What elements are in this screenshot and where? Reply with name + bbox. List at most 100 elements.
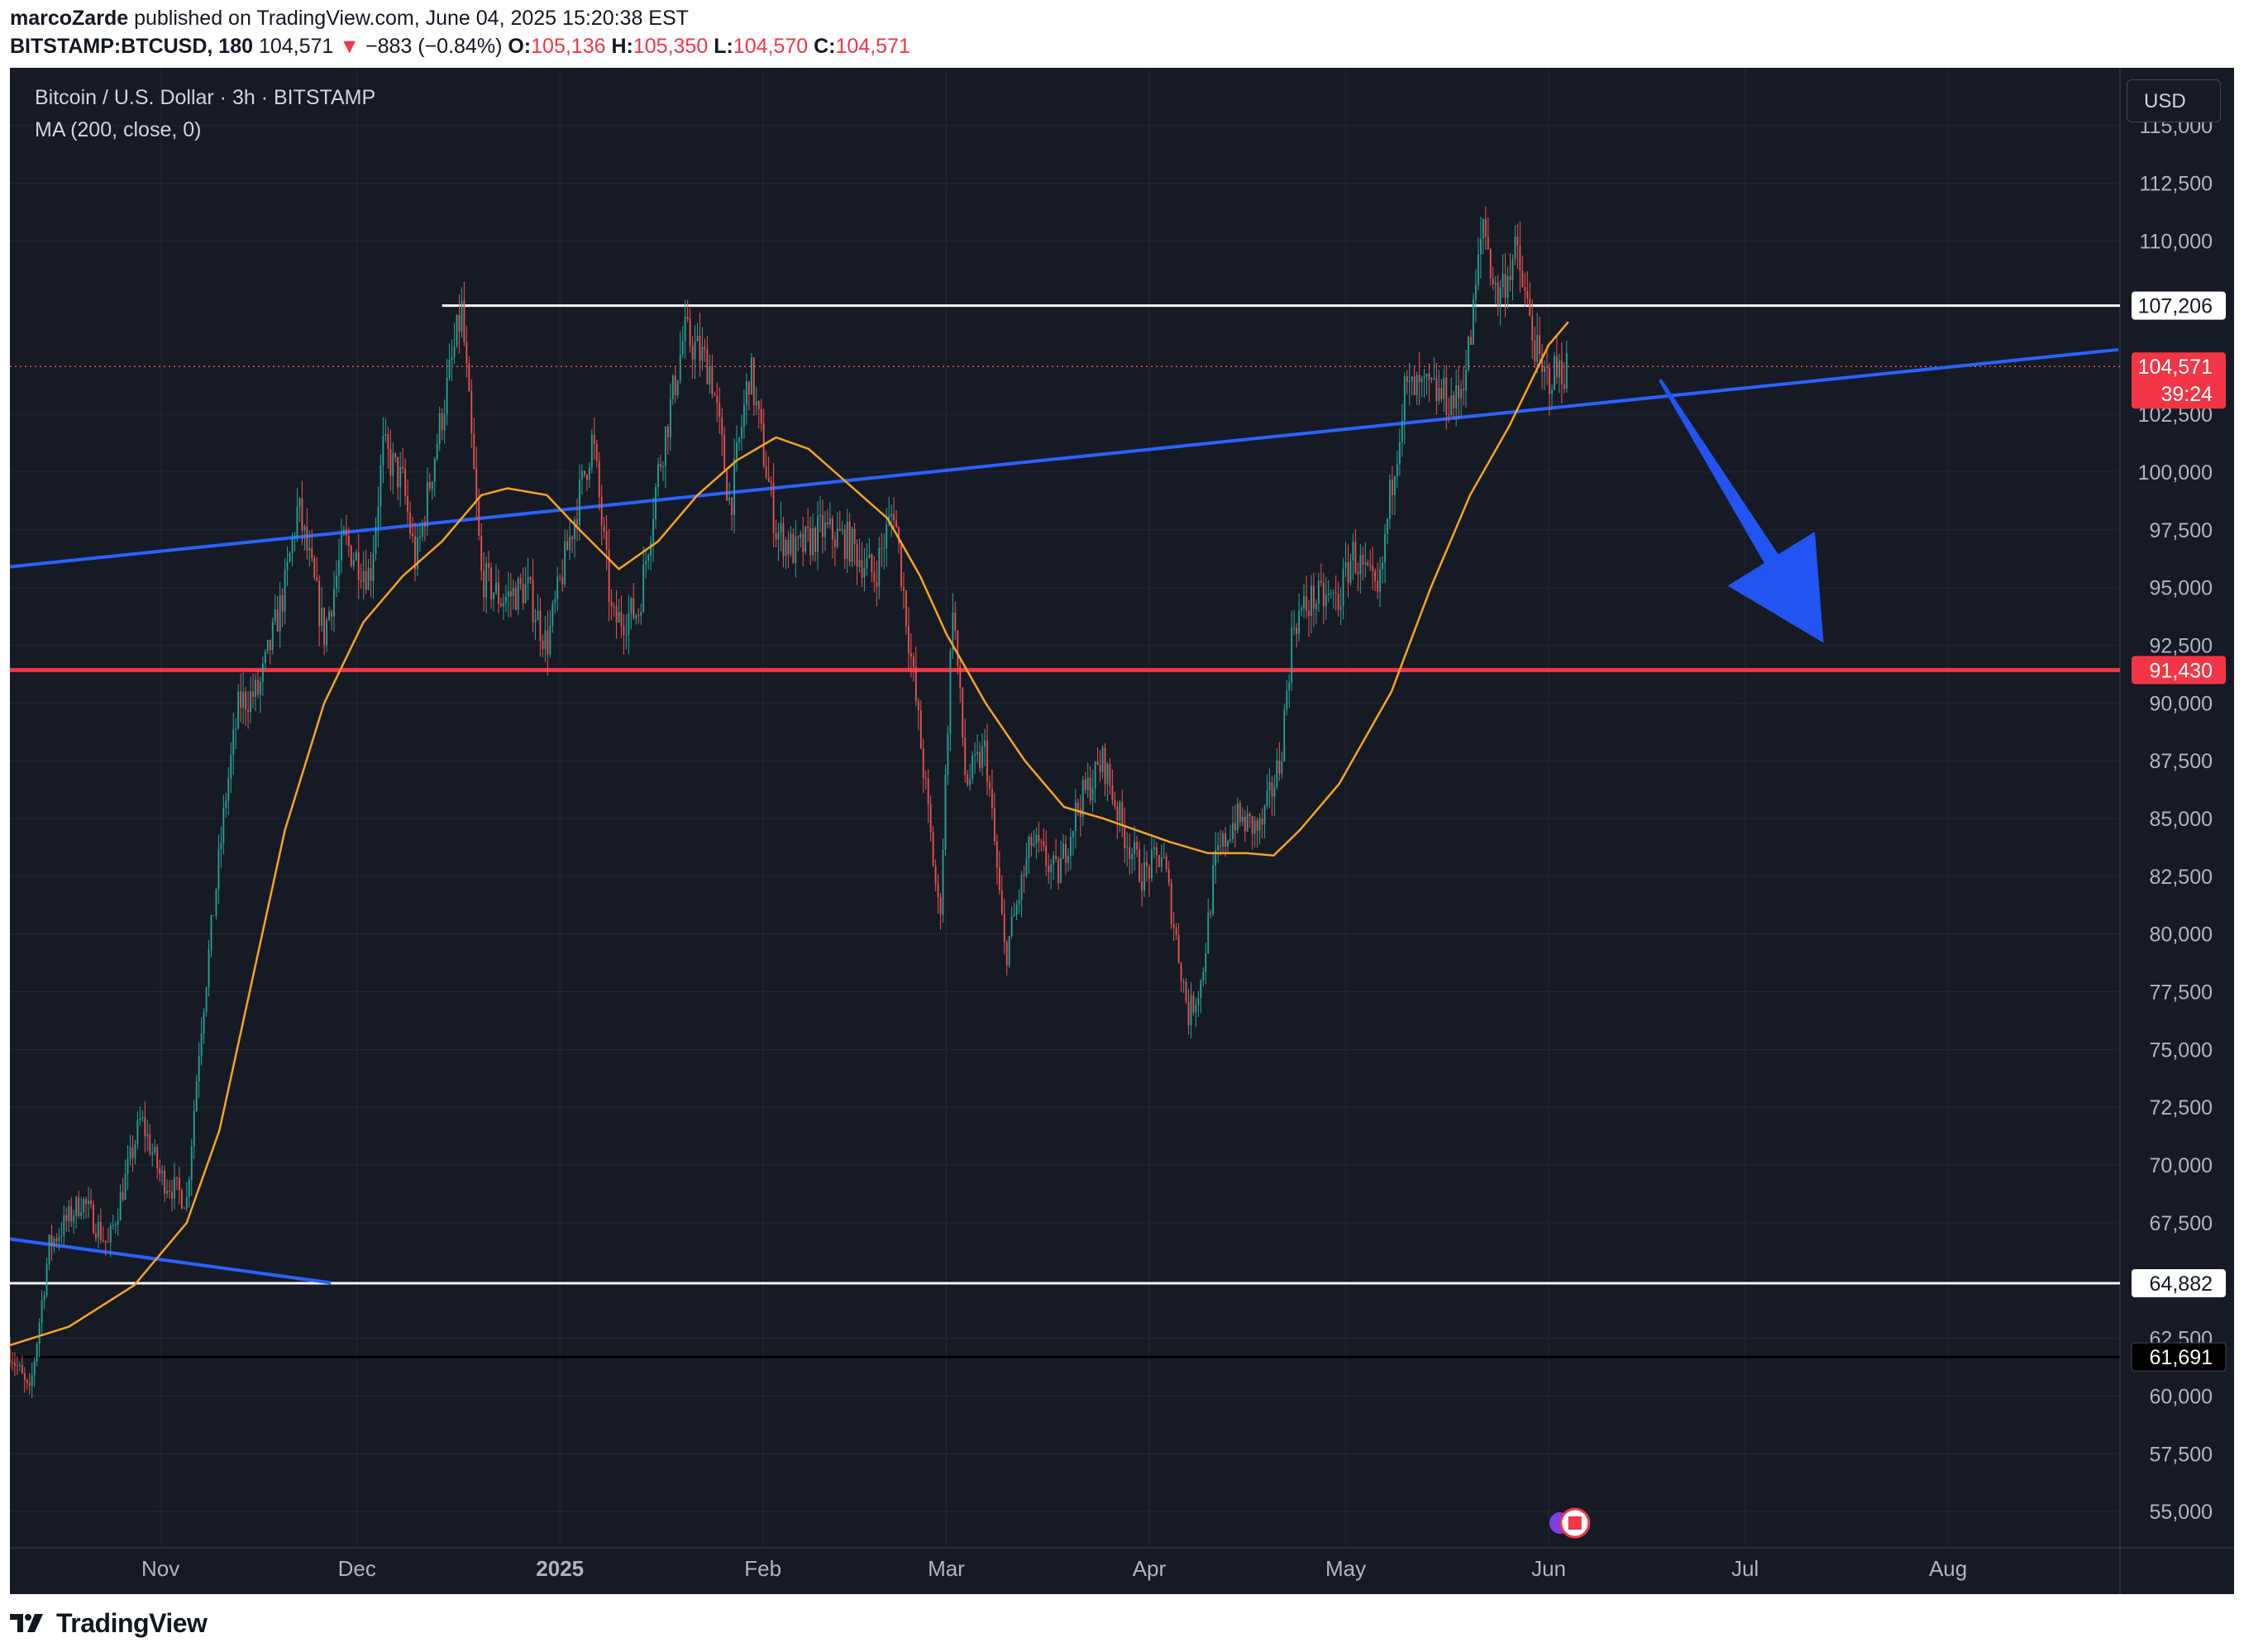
candle-body bbox=[1141, 881, 1143, 891]
candle-body bbox=[347, 535, 350, 547]
candle-body bbox=[979, 752, 981, 768]
candle-body bbox=[1430, 378, 1433, 380]
candle-body bbox=[1035, 834, 1038, 844]
candle-body bbox=[331, 611, 332, 617]
candle-body bbox=[1308, 610, 1310, 616]
candle-body bbox=[443, 413, 446, 431]
candle-body bbox=[1477, 254, 1479, 285]
time-tick-label: May bbox=[1325, 1556, 1366, 1581]
chart-pane[interactable]: 55,000 57,500 60,000 62,500 67,500 70,000 72,5… bbox=[10, 68, 2234, 1594]
ma-indicator-label[interactable]: MA (200, close, 0) bbox=[35, 118, 202, 141]
candle-body bbox=[141, 1117, 144, 1119]
time-tick-label: Feb bbox=[744, 1556, 781, 1581]
candle-body bbox=[422, 523, 423, 537]
candle-body bbox=[1349, 561, 1352, 583]
down-arrow-projection bbox=[1659, 379, 1824, 643]
candle-body bbox=[662, 466, 664, 467]
candle-body bbox=[1055, 855, 1058, 859]
candle-body bbox=[657, 464, 659, 487]
candle-body bbox=[1251, 816, 1253, 834]
candle-body bbox=[1339, 605, 1342, 610]
symbol-title[interactable]: Bitcoin / U.S. Dollar · 3h · BITSTAMP bbox=[35, 86, 376, 109]
candle-body bbox=[387, 433, 389, 449]
candle-body bbox=[215, 889, 217, 915]
time-tick-label: Jun bbox=[1531, 1556, 1566, 1581]
candle-body bbox=[647, 556, 650, 561]
candle-body bbox=[183, 1208, 185, 1210]
price-tick-label: 55,000 bbox=[2150, 1501, 2213, 1524]
candle-body bbox=[493, 593, 494, 599]
time-tick-label: Dec bbox=[338, 1556, 376, 1581]
currency-button[interactable]: USD bbox=[2127, 79, 2221, 122]
candle-body bbox=[1074, 802, 1077, 831]
author-name[interactable]: marcoZarde bbox=[10, 7, 129, 30]
candle-body bbox=[261, 663, 264, 682]
candle-body bbox=[1131, 853, 1134, 859]
candle-body bbox=[691, 346, 694, 360]
candle-body bbox=[605, 531, 608, 551]
candle-body bbox=[1354, 542, 1357, 573]
candle-body bbox=[1273, 787, 1276, 797]
candle-body bbox=[1040, 841, 1043, 843]
candle-body bbox=[53, 1238, 55, 1247]
candle-body bbox=[166, 1191, 168, 1194]
candle-body bbox=[522, 584, 524, 604]
candle-body bbox=[908, 626, 910, 654]
candle-body bbox=[1541, 354, 1544, 373]
candle-body bbox=[1249, 814, 1251, 817]
candle-body bbox=[1482, 218, 1484, 239]
candle-body bbox=[1195, 1005, 1197, 1013]
price-tick-label: 80,000 bbox=[2150, 924, 2213, 947]
candle-body bbox=[367, 568, 370, 590]
candle-body bbox=[1317, 580, 1320, 604]
candle-body bbox=[1330, 593, 1332, 594]
candle-body bbox=[341, 534, 342, 561]
candle-body bbox=[306, 526, 308, 551]
tradingview-logo[interactable]: TradingView bbox=[10, 1608, 208, 1639]
candle-body bbox=[500, 604, 502, 607]
candle-body bbox=[99, 1221, 102, 1240]
high-value: 105,350 bbox=[633, 35, 709, 58]
candle-body bbox=[151, 1152, 154, 1154]
candle-body bbox=[995, 841, 998, 868]
price-chart[interactable]: 55,00057,50060,00062,50067,50070,00072,5… bbox=[10, 68, 2234, 1594]
candle-body bbox=[117, 1220, 119, 1225]
price-tick-label: 72,500 bbox=[2150, 1096, 2213, 1120]
price-tick-label: 95,000 bbox=[2150, 577, 2213, 600]
candle-body bbox=[780, 523, 782, 532]
candle-body bbox=[777, 532, 780, 540]
candle-body bbox=[399, 466, 402, 488]
publish-info: published on TradingView.com, June 04, 2… bbox=[134, 7, 689, 30]
candle-body bbox=[1367, 561, 1369, 566]
candle-body bbox=[284, 570, 286, 612]
candle-body bbox=[436, 444, 438, 459]
candle-body bbox=[1435, 378, 1438, 401]
candle-body bbox=[14, 1363, 16, 1366]
candle-body bbox=[944, 775, 947, 850]
candle-body bbox=[1197, 998, 1200, 1005]
candle-body bbox=[372, 554, 375, 581]
ma-200-line bbox=[10, 321, 1569, 1347]
candle-body bbox=[321, 608, 323, 627]
candle-body bbox=[588, 467, 590, 480]
candle-body bbox=[625, 634, 628, 636]
candle-body bbox=[475, 468, 478, 502]
candle-body bbox=[1492, 278, 1494, 284]
candle-body bbox=[623, 626, 625, 635]
candle-body bbox=[1268, 782, 1271, 790]
candle-body bbox=[517, 578, 519, 610]
candle-body bbox=[456, 315, 458, 346]
candle-body bbox=[914, 666, 917, 701]
candle-body bbox=[1337, 594, 1339, 610]
candle-body bbox=[286, 561, 289, 571]
candle-body bbox=[559, 576, 561, 578]
candle-body bbox=[1053, 855, 1055, 865]
candle-body bbox=[1239, 803, 1241, 822]
candle-body bbox=[338, 560, 340, 576]
candle-body bbox=[174, 1177, 175, 1199]
candle-body bbox=[576, 519, 578, 526]
candle-body bbox=[524, 583, 527, 604]
candle-body bbox=[681, 341, 684, 355]
candle-body bbox=[1246, 814, 1249, 832]
candle-body bbox=[1114, 800, 1116, 807]
